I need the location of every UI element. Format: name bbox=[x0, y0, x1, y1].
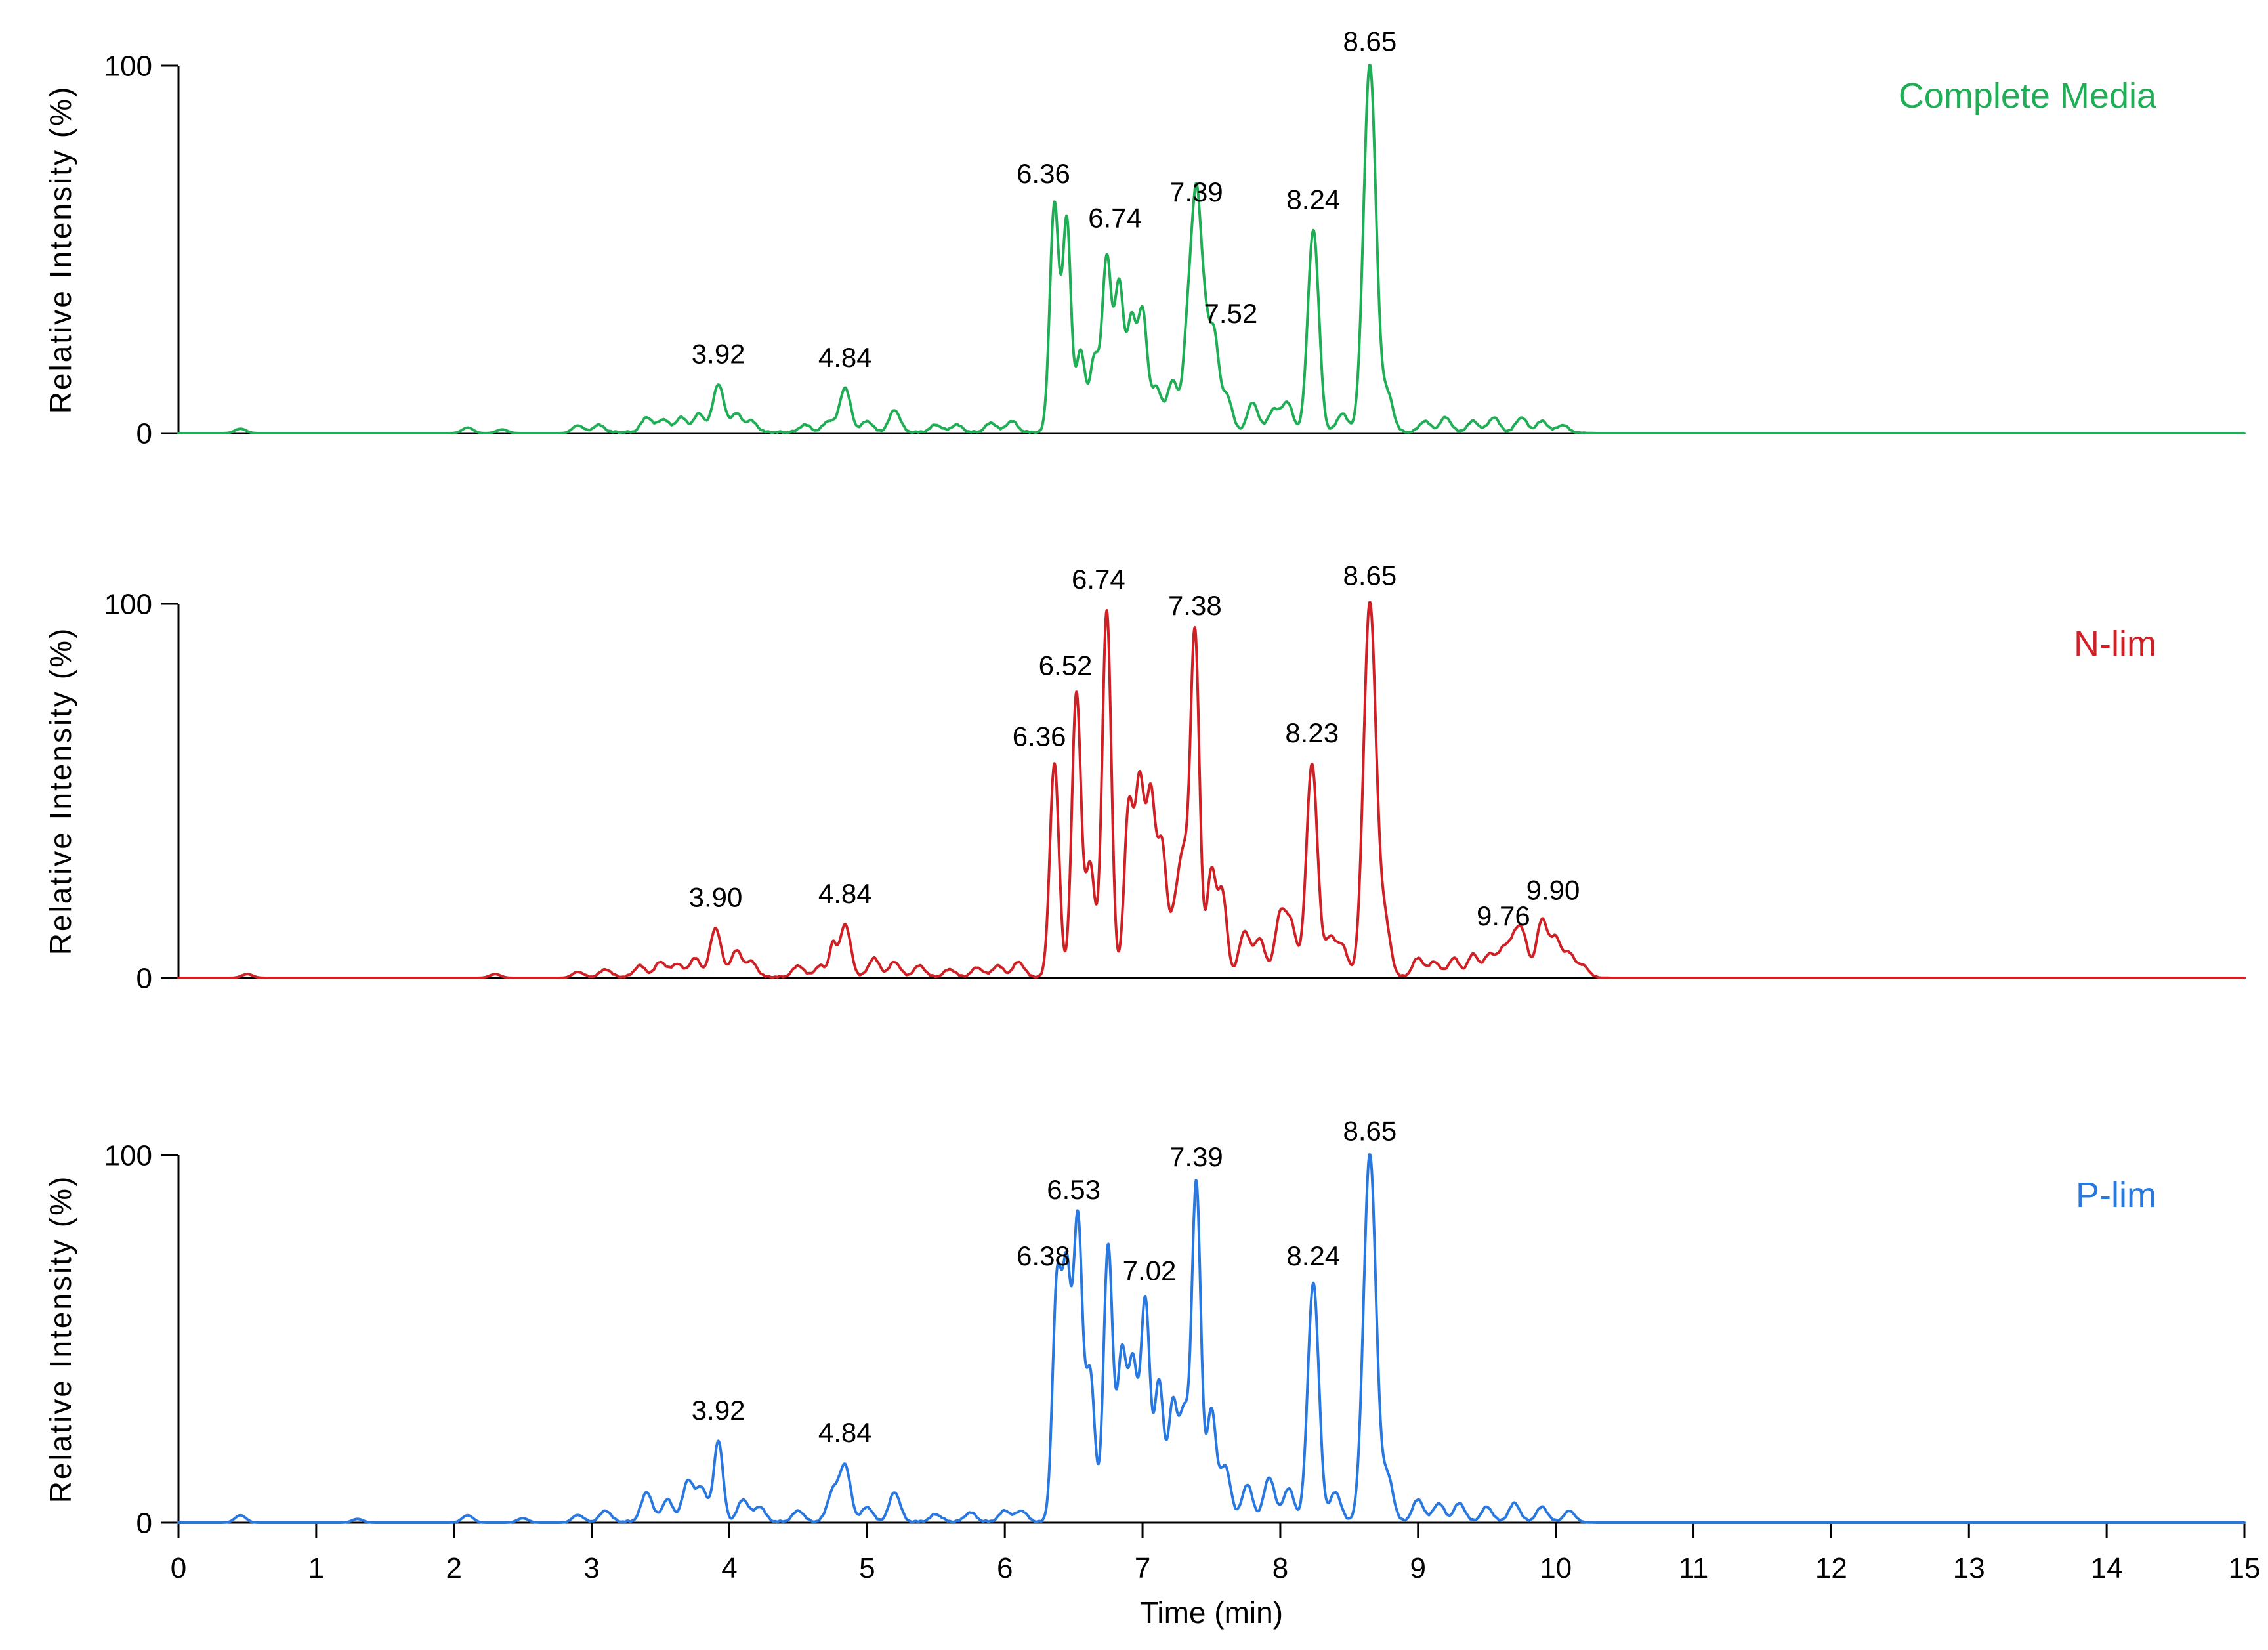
x-tick-label: 8 bbox=[1272, 1552, 1288, 1584]
peak-label: 3.90 bbox=[689, 882, 743, 913]
series-title-p-lim: P-lim bbox=[2076, 1175, 2156, 1215]
peak-label: 4.84 bbox=[818, 878, 872, 909]
peak-label: 6.53 bbox=[1047, 1174, 1101, 1205]
x-tick-label: 1 bbox=[308, 1552, 324, 1584]
peak-label: 4.84 bbox=[818, 1417, 872, 1448]
y-tick-label: 0 bbox=[136, 962, 152, 994]
x-tick-label: 12 bbox=[1815, 1552, 1847, 1584]
x-tick-label: 13 bbox=[1953, 1552, 1985, 1584]
series-title-complete-media: Complete Media bbox=[1898, 76, 2156, 116]
peak-label: 7.02 bbox=[1123, 1255, 1177, 1286]
peak-label: 9.76 bbox=[1477, 900, 1530, 931]
panel-complete-media: Relative Intensity (%) Complete Media 10… bbox=[0, 0, 2268, 525]
x-tick-label: 6 bbox=[997, 1552, 1013, 1584]
x-axis-label: Time (min) bbox=[1139, 1596, 1284, 1630]
x-tick-label: 5 bbox=[859, 1552, 875, 1584]
x-tick-label: 0 bbox=[171, 1552, 186, 1584]
peak-label: 6.38 bbox=[1017, 1240, 1070, 1271]
peak-label: 7.39 bbox=[1169, 1141, 1223, 1172]
y-axis-label: Relative Intensity (%) bbox=[43, 1174, 77, 1504]
peak-label: 6.36 bbox=[1013, 721, 1066, 752]
x-tick-label: 2 bbox=[446, 1552, 461, 1584]
peak-label: 6.74 bbox=[1088, 202, 1142, 233]
peak-label: 9.90 bbox=[1526, 874, 1580, 905]
x-tick-label: 7 bbox=[1135, 1552, 1150, 1584]
trace-p-lim bbox=[177, 1153, 2246, 1524]
x-tick-label: 11 bbox=[1679, 1552, 1709, 1584]
axes bbox=[161, 1154, 2244, 1524]
peak-label: 6.74 bbox=[1072, 564, 1125, 595]
x-tick-label: 14 bbox=[2091, 1552, 2123, 1584]
peak-label: 8.23 bbox=[1285, 717, 1339, 748]
x-tick-label: 10 bbox=[1540, 1552, 1572, 1584]
peak-label: 3.92 bbox=[692, 339, 746, 370]
chromatogram-n-lim: 100 0 3.90 4.84 6.36 6.52 6.74 7.38 8.23 8.65 9.76… bbox=[104, 561, 2246, 994]
trace-n-lim bbox=[177, 601, 2246, 979]
peak-label: 8.65 bbox=[1343, 1116, 1396, 1147]
x-tick-label: 4 bbox=[721, 1552, 737, 1584]
chromatogram-complete-media: 100 0 3.92 4.84 6.36 6.74 7.39 7.52 8.24 8.65 bbox=[104, 26, 2246, 450]
x-tick-label: 9 bbox=[1410, 1552, 1426, 1584]
panel-p-lim: Relative Intensity (%) P-lim 100 0 0 1 2 3 4 5 6… bbox=[0, 1050, 2268, 1650]
y-axis-label: Relative Intensity (%) bbox=[43, 85, 77, 414]
peak-label: 7.39 bbox=[1169, 177, 1223, 207]
peak-label: 6.52 bbox=[1039, 650, 1093, 681]
peak-label: 7.52 bbox=[1204, 298, 1258, 329]
y-tick-label: 0 bbox=[136, 1507, 152, 1539]
y-axis-label: Relative Intensity (%) bbox=[43, 626, 77, 956]
y-tick-label: 100 bbox=[104, 588, 152, 620]
x-ticks bbox=[177, 1523, 2246, 1538]
series-title-n-lim: N-lim bbox=[2074, 624, 2156, 664]
y-tick-label: 0 bbox=[136, 417, 152, 450]
trace-complete-media bbox=[177, 64, 2246, 434]
peak-label: 8.65 bbox=[1343, 26, 1396, 57]
panel-n-lim: Relative Intensity (%) N-lim 100 0 3.90 4.8… bbox=[0, 525, 2268, 1050]
peak-label: 4.84 bbox=[818, 342, 872, 373]
axes bbox=[161, 603, 2244, 979]
peak-label: 8.65 bbox=[1343, 561, 1396, 591]
x-tick-label: 3 bbox=[583, 1552, 599, 1584]
x-tick-label: 15 bbox=[2229, 1552, 2261, 1584]
peak-label: 8.24 bbox=[1286, 1240, 1340, 1271]
peak-label: 6.36 bbox=[1017, 158, 1070, 189]
y-tick-label: 100 bbox=[104, 1139, 152, 1172]
peak-label: 8.24 bbox=[1286, 184, 1340, 215]
peak-label: 3.92 bbox=[692, 1395, 746, 1426]
y-tick-label: 100 bbox=[104, 50, 152, 82]
peak-label: 7.38 bbox=[1168, 590, 1222, 621]
